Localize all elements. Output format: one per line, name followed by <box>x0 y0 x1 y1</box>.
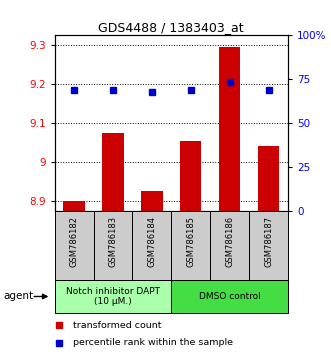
Bar <box>249 211 288 280</box>
Text: GSM786183: GSM786183 <box>109 216 118 267</box>
Text: GSM786184: GSM786184 <box>147 216 156 267</box>
Bar <box>55 211 93 280</box>
Text: GSM786187: GSM786187 <box>264 216 273 267</box>
Text: transformed count: transformed count <box>73 321 162 330</box>
Bar <box>55 280 171 313</box>
Text: DMSO control: DMSO control <box>199 292 260 301</box>
Bar <box>171 211 210 280</box>
Text: GSM786186: GSM786186 <box>225 216 234 267</box>
Text: Notch inhibitor DAPT
(10 μM.): Notch inhibitor DAPT (10 μM.) <box>66 287 160 306</box>
Text: GSM786182: GSM786182 <box>70 216 78 267</box>
Bar <box>141 191 163 211</box>
Text: percentile rank within the sample: percentile rank within the sample <box>73 338 233 347</box>
Bar <box>258 147 279 211</box>
Bar <box>93 211 132 280</box>
Text: agent: agent <box>3 291 33 302</box>
Title: GDS4488 / 1383403_at: GDS4488 / 1383403_at <box>99 21 244 34</box>
Text: GSM786185: GSM786185 <box>186 216 195 267</box>
Bar <box>180 141 202 211</box>
Bar <box>210 211 249 280</box>
Bar <box>219 47 240 211</box>
Bar <box>63 201 85 211</box>
Bar <box>171 280 288 313</box>
Bar <box>102 133 124 211</box>
Bar <box>132 211 171 280</box>
